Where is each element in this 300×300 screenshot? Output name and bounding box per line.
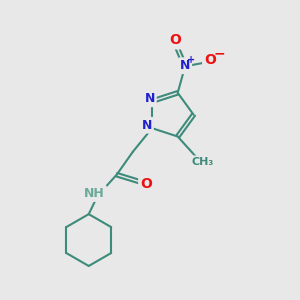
Text: O: O (169, 33, 181, 47)
Text: +: + (188, 55, 196, 65)
Text: CH₃: CH₃ (191, 157, 213, 167)
Text: −: − (213, 47, 225, 61)
Text: O: O (140, 176, 152, 190)
Text: N: N (142, 119, 152, 132)
Text: N: N (180, 59, 190, 72)
Text: N: N (145, 92, 155, 105)
Text: O: O (204, 53, 216, 68)
Text: NH: NH (84, 187, 105, 200)
